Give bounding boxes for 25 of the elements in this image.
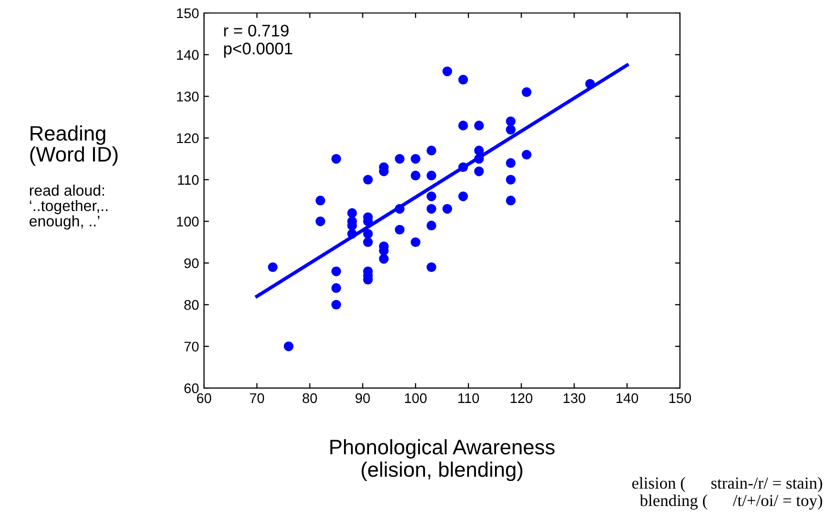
x-tick-label: 150 [669, 393, 692, 404]
x-tick-label: 140 [616, 393, 638, 404]
y-tick-label: 130 [177, 92, 199, 102]
y-tick-label: 90 [184, 258, 199, 268]
x-tick-label: 70 [250, 393, 264, 404]
y-tick-label: 80 [184, 300, 199, 310]
text: read aloud: ‘..together,.. enough, ..’ [30, 184, 108, 230]
x-tick-label: 90 [356, 393, 370, 404]
x-tick-label: 120 [510, 393, 532, 404]
x-tick-label: 100 [405, 393, 427, 404]
annotation: r = 0.719 p<0.0001 [224, 24, 292, 58]
y-tick-label: 110 [178, 175, 199, 185]
x-tick-label: 130 [564, 393, 586, 404]
x-tick-label: 80 [302, 393, 317, 404]
y-tick-label: 140 [177, 50, 199, 60]
y-tick-label: 100 [177, 216, 199, 227]
y-axis-title: Reading (Word ID) [30, 125, 118, 166]
x-tick-label: 110 [458, 393, 479, 404]
text: elision ( strain-/r/ = stain) blending ( /t/+/oi/ = toy) [632, 477, 822, 510]
x-tick-label: 60 [197, 393, 212, 404]
x-axis-title: Phonological Awareness (elision, blending) [330, 439, 555, 482]
y-tick-label: 70 [184, 342, 199, 352]
y-tick-label: 60 [184, 383, 199, 394]
y-tick-label: 150 [177, 8, 199, 18]
y-tick-label: 120 [177, 133, 199, 144]
